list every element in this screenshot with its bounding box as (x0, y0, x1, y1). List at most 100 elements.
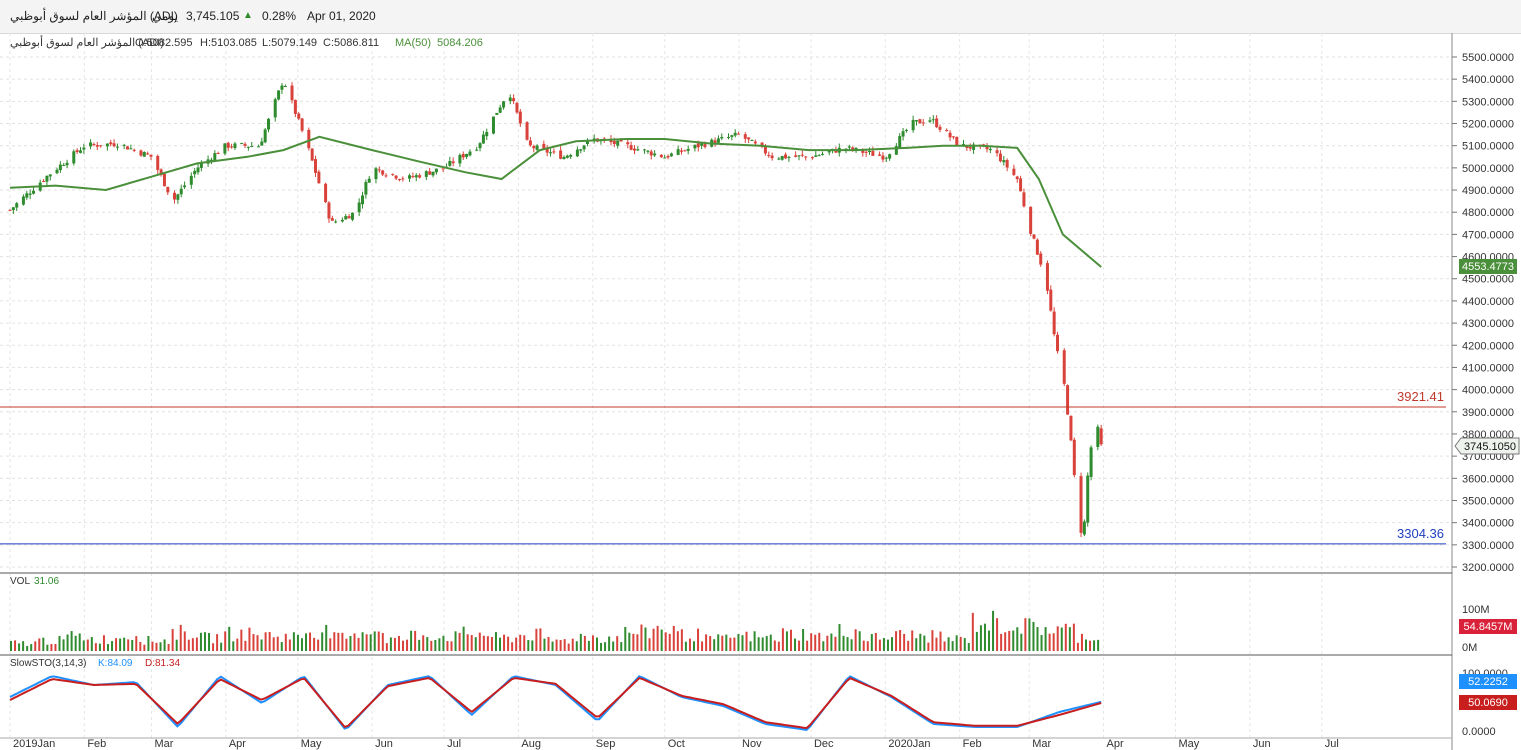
volume-bar (462, 626, 465, 651)
volume-value: 31.06 (34, 576, 59, 587)
volume-bar (361, 632, 364, 651)
volume-bar (252, 634, 255, 651)
candle-body (377, 169, 381, 171)
candle-body (901, 131, 905, 137)
volume-bar (187, 639, 190, 651)
candle-body (767, 154, 771, 156)
candle-body (441, 168, 445, 170)
x-tick-label: Apr (1107, 738, 1124, 750)
candle-body (834, 149, 838, 153)
candle-body (998, 153, 1002, 162)
volume-bar (511, 642, 514, 651)
volume-bar (515, 637, 518, 651)
candle-body (649, 151, 653, 156)
candle-body (918, 119, 922, 124)
candle-body (750, 140, 754, 142)
candle-body (1039, 253, 1043, 265)
volume-bar (341, 632, 344, 651)
candle-body (491, 116, 495, 134)
candle-body (475, 149, 479, 151)
candle-body (995, 150, 999, 154)
volume-bar (389, 637, 392, 651)
candle-body (545, 147, 549, 153)
volume-bar (955, 635, 958, 651)
candle-body (391, 173, 395, 175)
candle-body (408, 175, 412, 179)
candle-body (196, 167, 200, 173)
candle-body (800, 154, 804, 156)
candle-body (347, 216, 351, 219)
candle-body (911, 119, 915, 131)
candle-body (263, 129, 267, 143)
x-tick-label: Jul (1325, 738, 1339, 750)
y-tick-label: 5500.0000 (1462, 52, 1514, 64)
volume-bar (393, 637, 396, 651)
volume-bar (418, 639, 421, 651)
volume-bar (870, 634, 873, 651)
volume-bar (414, 630, 417, 651)
volume-bar (131, 639, 134, 651)
candle-body (481, 134, 485, 144)
volume-bar (814, 634, 817, 651)
volume-bar (106, 644, 109, 651)
volume-bar (604, 642, 607, 651)
chart-area[interactable]: المؤشر العام لسوق أبوظبي (ADI) O:5082.59… (0, 33, 1521, 750)
candle-body (199, 163, 203, 168)
volume-bar (410, 630, 413, 651)
candle-body (82, 147, 86, 150)
y-tick-label: 3500.0000 (1462, 495, 1514, 507)
period-label[interactable]: يومي (152, 9, 178, 23)
volume-bar (531, 640, 534, 651)
volume-bar (171, 629, 174, 651)
candle-body (458, 154, 462, 164)
candle-body (508, 97, 512, 102)
horizontal-lines[interactable]: 3921.41 3304.36 (0, 389, 1446, 545)
volume-bar (826, 635, 829, 651)
volume-bar (919, 633, 922, 651)
candle-body (361, 195, 365, 205)
ohlc-high: H:5103.085 (200, 37, 257, 49)
volume-bar (717, 634, 720, 651)
candle-body (334, 221, 338, 223)
candle-body (760, 142, 764, 147)
volume-bar (644, 627, 647, 651)
candle-body (451, 161, 455, 164)
candle-body (1052, 311, 1056, 335)
candle-body (166, 186, 170, 193)
volume-bar (741, 635, 744, 651)
volume-bar (931, 630, 934, 651)
candle-body (713, 140, 717, 144)
candle-body (394, 175, 398, 179)
header-bar: المؤشر العام لسوق أبوظبي (ADI) يومي 3,74… (0, 0, 1521, 34)
y-tick-label: 4400.0000 (1462, 296, 1514, 308)
volume-bar (280, 642, 283, 651)
volume-bar (143, 644, 146, 651)
candle-body (669, 153, 673, 157)
volume-bar (943, 641, 946, 651)
candle-body (737, 133, 741, 135)
volume-bar (54, 643, 57, 651)
volume-bar (1060, 627, 1063, 651)
up-arrow-icon: ▲ (243, 10, 253, 21)
candle-body (290, 85, 294, 101)
volume-bar (369, 634, 372, 651)
volume-bar (575, 641, 578, 651)
volume-bar (288, 639, 291, 651)
y-tick-label: 5000.0000 (1462, 163, 1514, 175)
candle-body (55, 169, 59, 174)
candle-body (1035, 239, 1039, 255)
candle-body (65, 162, 69, 166)
volume-bar (490, 636, 493, 651)
candle-body (1082, 521, 1086, 535)
ohlc-open: O:5082.595 (135, 37, 193, 49)
candle-body (935, 118, 939, 128)
candle-body (498, 107, 502, 113)
volume-bar (992, 610, 995, 651)
volume-bar (935, 637, 938, 651)
candle-body (230, 146, 234, 148)
candle-body (945, 129, 949, 132)
candle-body (364, 182, 368, 195)
candle-body (132, 149, 136, 151)
volume-bar (268, 631, 271, 651)
candle-body (401, 178, 405, 180)
